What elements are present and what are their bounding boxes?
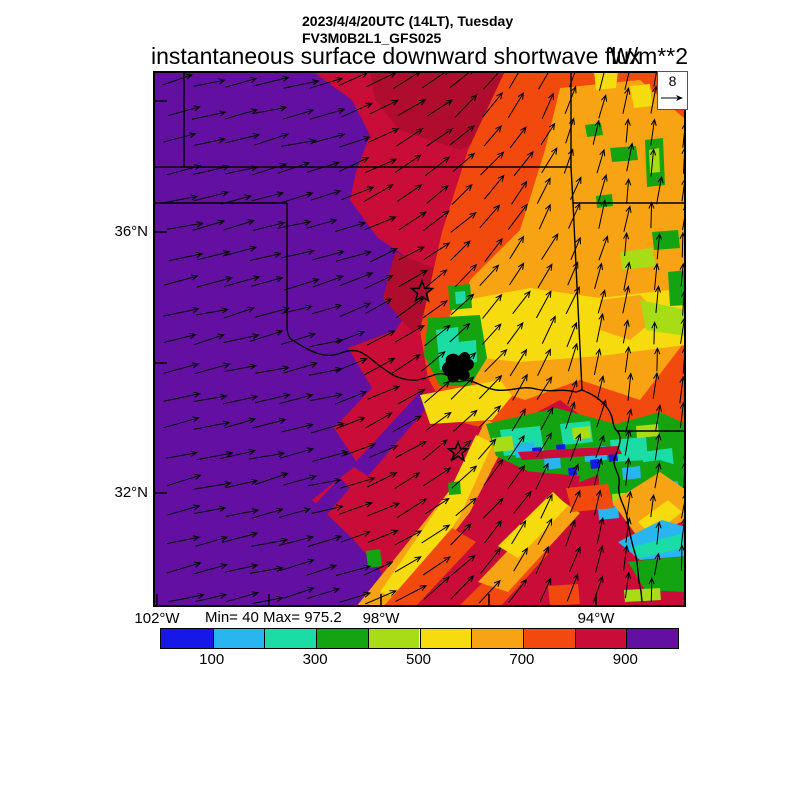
colorbar-segment	[574, 629, 627, 648]
colorbar-segment	[419, 629, 472, 648]
city-star-marker	[446, 439, 470, 462]
colorbar-segment	[212, 629, 265, 648]
colorbar-segment	[367, 629, 420, 648]
lon-tick-label: 98°W	[362, 610, 400, 627]
lake-marker	[442, 352, 474, 383]
wind-vectors	[162, 71, 686, 605]
plot-frame	[153, 71, 686, 607]
colorbar-tick-label: 900	[612, 651, 638, 668]
plot-title: instantaneous surface downward shortwave…	[151, 43, 641, 69]
map-plot-area	[153, 71, 686, 607]
colorbar	[160, 628, 679, 649]
wind-reference-arrow-icon	[661, 95, 683, 101]
axis-ticks	[153, 100, 597, 607]
colorbar-tick-label: 100	[199, 651, 225, 668]
colorbar-tick-label: 700	[509, 651, 535, 668]
valid-time-header: 2023/4/4/20UTC (14LT), Tuesday	[302, 13, 514, 29]
wind-reference-legend: 8	[657, 71, 688, 110]
colorbar-segment	[522, 629, 575, 648]
minmax-annotation: Min= 40 Max= 975.2	[205, 609, 342, 626]
lon-tick-label: 102°W	[134, 610, 180, 627]
flux-map-canvas	[153, 71, 686, 607]
lat-tick-label: 32°N	[114, 484, 148, 501]
colorbar-segment	[626, 629, 678, 648]
wind-reference-value: 8	[668, 73, 677, 89]
colorbar-segment	[264, 629, 317, 648]
colorbar-segment	[316, 629, 368, 648]
city-star-marker	[409, 278, 435, 303]
units-label: W/m**2	[610, 43, 688, 69]
model-name-header: FV3M0B2L1_GFS025	[302, 30, 442, 46]
lat-tick-label: 36°N	[114, 223, 148, 240]
colorbar-segment	[161, 629, 213, 648]
lon-tick-label: 94°W	[577, 610, 615, 627]
colorbar-tick-label: 500	[405, 651, 432, 668]
colorbar-segment	[471, 629, 523, 648]
state-borders	[153, 71, 686, 603]
colorbar-tick-label: 300	[302, 651, 328, 668]
